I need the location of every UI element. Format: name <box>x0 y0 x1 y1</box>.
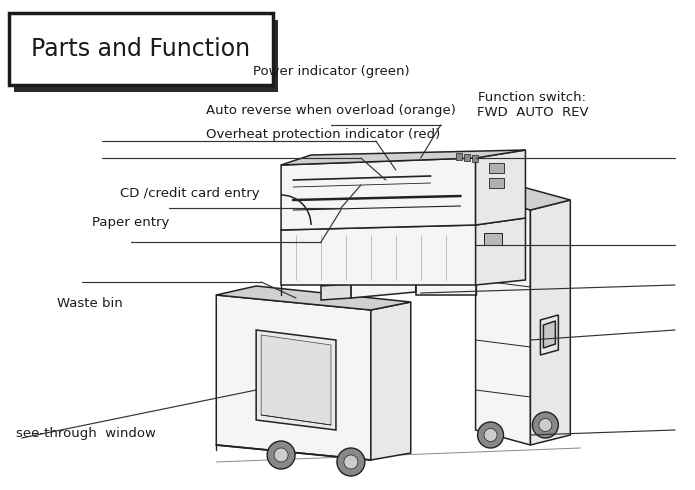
Text: Function switch:
FWD  AUTO  REV: Function switch: FWD AUTO REV <box>477 91 588 120</box>
Polygon shape <box>475 150 525 225</box>
Circle shape <box>477 422 503 448</box>
Circle shape <box>344 455 358 469</box>
Text: see-through  window: see-through window <box>16 427 156 440</box>
Bar <box>489 178 503 188</box>
Bar <box>456 153 461 160</box>
FancyBboxPatch shape <box>14 20 278 92</box>
Polygon shape <box>541 315 558 355</box>
Text: CD /credit card entry: CD /credit card entry <box>120 187 259 200</box>
Polygon shape <box>530 200 571 445</box>
Text: Overheat protection indicator (red): Overheat protection indicator (red) <box>206 128 441 141</box>
Polygon shape <box>475 185 571 210</box>
Circle shape <box>337 448 365 476</box>
Bar <box>484 233 502 245</box>
Text: Parts and Function: Parts and Function <box>31 37 250 61</box>
Bar <box>489 163 503 173</box>
Circle shape <box>267 441 295 469</box>
Circle shape <box>539 418 552 432</box>
Polygon shape <box>351 274 416 298</box>
Circle shape <box>484 428 497 441</box>
Polygon shape <box>281 225 475 285</box>
Polygon shape <box>216 295 371 460</box>
Bar <box>472 155 477 162</box>
Text: CD waste bin: CD waste bin <box>477 270 564 283</box>
Polygon shape <box>281 150 525 165</box>
Circle shape <box>274 448 288 462</box>
FancyBboxPatch shape <box>9 13 273 85</box>
Text: Main housing: Main housing <box>477 354 566 367</box>
Polygon shape <box>321 284 351 300</box>
Polygon shape <box>371 302 411 460</box>
Text: Auto reverse when overload (orange): Auto reverse when overload (orange) <box>206 104 456 117</box>
Polygon shape <box>261 335 331 425</box>
Bar <box>464 154 470 161</box>
Text: Paper entry: Paper entry <box>92 217 170 229</box>
Polygon shape <box>216 286 411 310</box>
Polygon shape <box>256 330 336 430</box>
Text: Power switch:
OFF  NO: Power switch: OFF NO <box>477 199 568 227</box>
Polygon shape <box>416 200 475 295</box>
Text: Power indicator (green): Power indicator (green) <box>253 65 409 77</box>
Polygon shape <box>475 195 530 445</box>
Circle shape <box>532 412 558 438</box>
Polygon shape <box>475 218 525 285</box>
Text: Casters: Casters <box>477 408 527 420</box>
Text: Waste bin: Waste bin <box>57 297 123 310</box>
Polygon shape <box>543 321 555 348</box>
Polygon shape <box>281 158 475 230</box>
